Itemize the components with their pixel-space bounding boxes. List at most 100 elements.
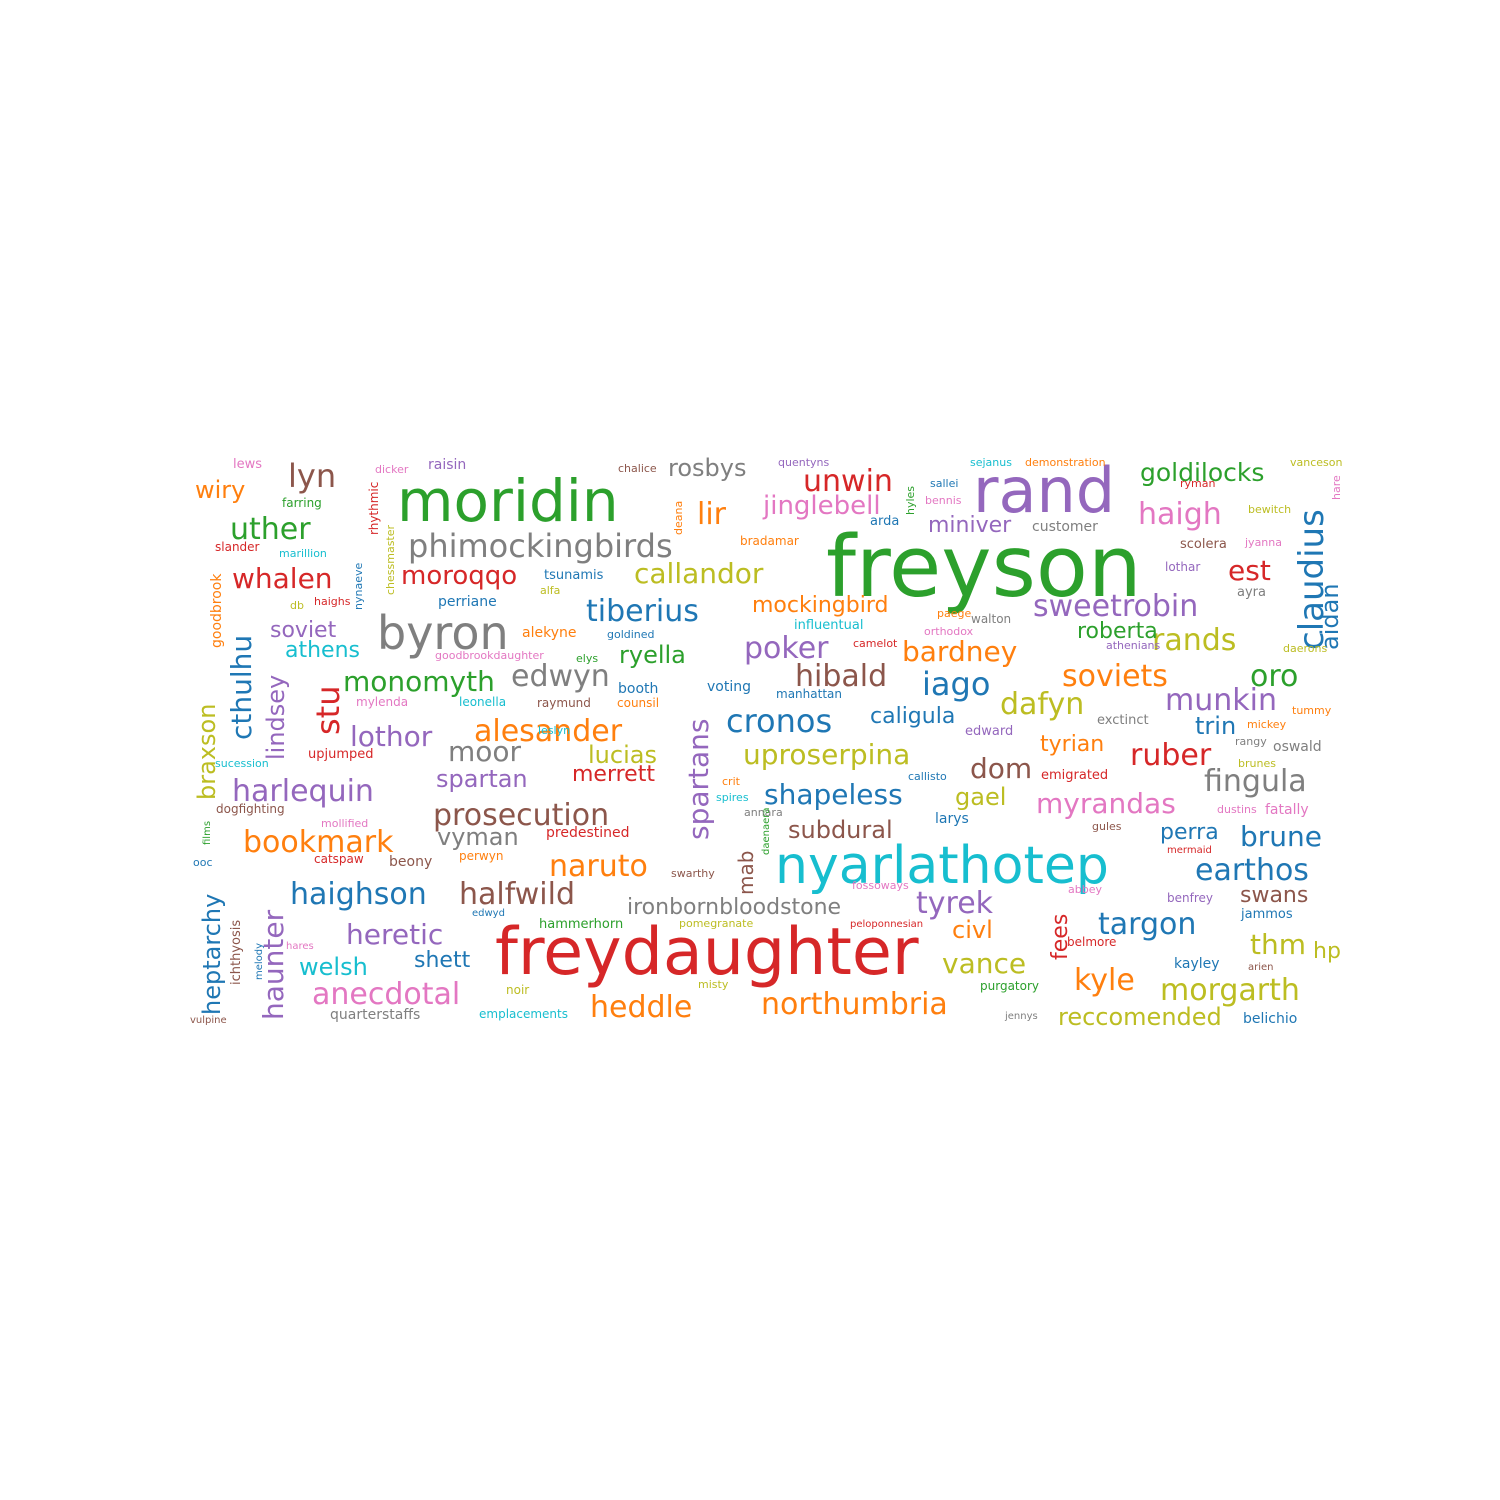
word-cloud-word: athens <box>285 638 360 663</box>
word-cloud-word: poker <box>744 631 829 666</box>
word-cloud-word: miniver <box>928 513 1012 538</box>
word-cloud-word: oro <box>1250 659 1299 694</box>
word-cloud-word: rhythmic <box>367 481 381 535</box>
word-cloud-word: counsil <box>617 696 660 710</box>
word-cloud-word: callandor <box>634 557 764 590</box>
word-cloud-word: hare <box>1330 475 1343 500</box>
word-cloud-word: aidan <box>1316 583 1344 650</box>
word-cloud-word: rosbys <box>668 454 747 482</box>
word-cloud-word: iago <box>922 665 991 703</box>
word-cloud-word: alekyne <box>522 625 577 641</box>
word-cloud-word: fossoways <box>852 879 909 892</box>
word-cloud-word: vance <box>942 947 1027 980</box>
word-cloud-word: demonstration <box>1025 456 1106 469</box>
word-cloud-word: influentual <box>794 618 864 633</box>
word-cloud-word: athenians <box>1106 639 1161 652</box>
word-cloud-word: ichthyosis <box>229 919 244 985</box>
word-cloud-word: lyn <box>288 457 337 495</box>
word-cloud-word: sejanus <box>970 456 1012 469</box>
word-cloud-word: uproserpina <box>743 738 911 771</box>
word-cloud-word: lothor <box>350 720 433 753</box>
word-cloud-word: catspaw <box>314 852 364 866</box>
word-cloud-word: ryman <box>1180 477 1216 490</box>
word-cloud-word: farring <box>282 496 322 510</box>
word-cloud-word: purgatory <box>980 979 1039 993</box>
word-cloud-word: manhattan <box>776 687 842 701</box>
word-cloud-word: sallei <box>930 477 959 490</box>
word-cloud-word: mollified <box>321 817 369 830</box>
word-cloud-word: wiry <box>195 476 246 504</box>
word-cloud-word: deana <box>672 500 685 535</box>
word-cloud-word: noir <box>506 983 530 997</box>
word-cloud-word: merrett <box>572 762 655 787</box>
word-cloud-word: nyarlathotep <box>775 836 1109 896</box>
word-cloud-word: whalen <box>232 562 333 595</box>
word-cloud-word: shett <box>414 948 471 973</box>
word-cloud-word: unwin <box>803 464 893 499</box>
word-cloud-word: edwyn <box>511 659 610 694</box>
word-cloud-word: edwyd <box>472 908 505 919</box>
word-cloud-word: jennys <box>1005 1011 1038 1022</box>
word-cloud-word: moor <box>448 735 522 768</box>
word-cloud-word: raisin <box>428 457 467 473</box>
word-cloud-word: abbey <box>1068 883 1102 896</box>
word-cloud-word: larys <box>935 811 969 827</box>
word-cloud-word: ironbornbloodstone <box>627 895 842 920</box>
word-cloud-word: chalice <box>618 462 657 475</box>
word-cloud-word: crit <box>722 775 740 788</box>
word-cloud-word: jammos <box>1241 907 1293 922</box>
word-cloud-word: tyrian <box>1040 732 1105 757</box>
word-cloud-word: belichio <box>1243 1011 1298 1027</box>
word-cloud-word: mab <box>734 850 758 895</box>
word-cloud-word: annara <box>744 806 783 819</box>
word-cloud-word: moridin <box>397 467 619 535</box>
word-cloud-word: goodbrook <box>209 573 225 648</box>
word-cloud-word: jinglebell <box>763 491 881 521</box>
word-cloud-word: lothar <box>1165 560 1201 574</box>
word-cloud-word: brune <box>1240 820 1323 853</box>
word-cloud-word: heretic <box>346 918 444 951</box>
word-cloud-word: customer <box>1032 519 1098 535</box>
word-cloud-word: bardney <box>902 635 1018 668</box>
word-cloud-word: benfrey <box>1167 891 1213 905</box>
word-cloud-word: mickey <box>1247 718 1287 731</box>
word-cloud-word: swarthy <box>671 867 715 880</box>
word-cloud-word: sweetrobin <box>1033 589 1199 624</box>
word-cloud-word: lucias <box>588 741 657 769</box>
word-cloud-word: haighs <box>314 595 351 608</box>
word-cloud-word: lews <box>233 457 263 472</box>
word-cloud-word: camelot <box>853 637 898 650</box>
word-cloud-word: ooc <box>193 856 213 869</box>
word-cloud-word: slander <box>215 540 260 554</box>
word-cloud-word: films <box>202 820 213 845</box>
word-cloud-word: arda <box>870 514 900 529</box>
word-cloud-word: hares <box>286 941 314 952</box>
word-cloud-word: braxson <box>193 703 221 800</box>
word-cloud-word: halfwild <box>459 877 576 912</box>
word-cloud-word: fatally <box>1265 802 1309 818</box>
word-cloud-word: predestined <box>546 825 630 841</box>
word-cloud-word: dustins <box>1217 803 1257 816</box>
word-cloud-word: ayra <box>1237 585 1266 600</box>
word-cloud-word: thm <box>1250 928 1306 961</box>
word-cloud-word: quarterstaffs <box>330 1007 421 1023</box>
word-cloud-word: goldined <box>607 628 655 641</box>
word-cloud-word: orthodox <box>924 625 974 638</box>
word-cloud-word: sucession <box>215 757 269 770</box>
word-cloud-word: subdural <box>788 816 893 844</box>
word-cloud-word: chessmaster <box>384 524 397 595</box>
word-cloud-word: civl <box>952 916 993 944</box>
word-cloud-word: rand <box>973 454 1116 527</box>
word-cloud-word: alfa <box>540 584 561 597</box>
word-cloud-word: cthulhu <box>225 634 258 740</box>
word-cloud-word: dicker <box>375 463 409 476</box>
word-cloud-word: daerons <box>1283 642 1328 655</box>
word-cloud-word: munkin <box>1165 683 1277 718</box>
word-cloud-word: hyles <box>904 485 917 515</box>
word-cloud-word: dafyn <box>1000 687 1085 722</box>
word-cloud-word: heptarchy <box>198 893 226 1015</box>
word-cloud-word: bewitch <box>1248 503 1292 516</box>
word-cloud-word: mylenda <box>356 695 409 709</box>
word-cloud-word: welsh <box>299 953 368 981</box>
word-cloud-word: targon <box>1098 907 1197 942</box>
